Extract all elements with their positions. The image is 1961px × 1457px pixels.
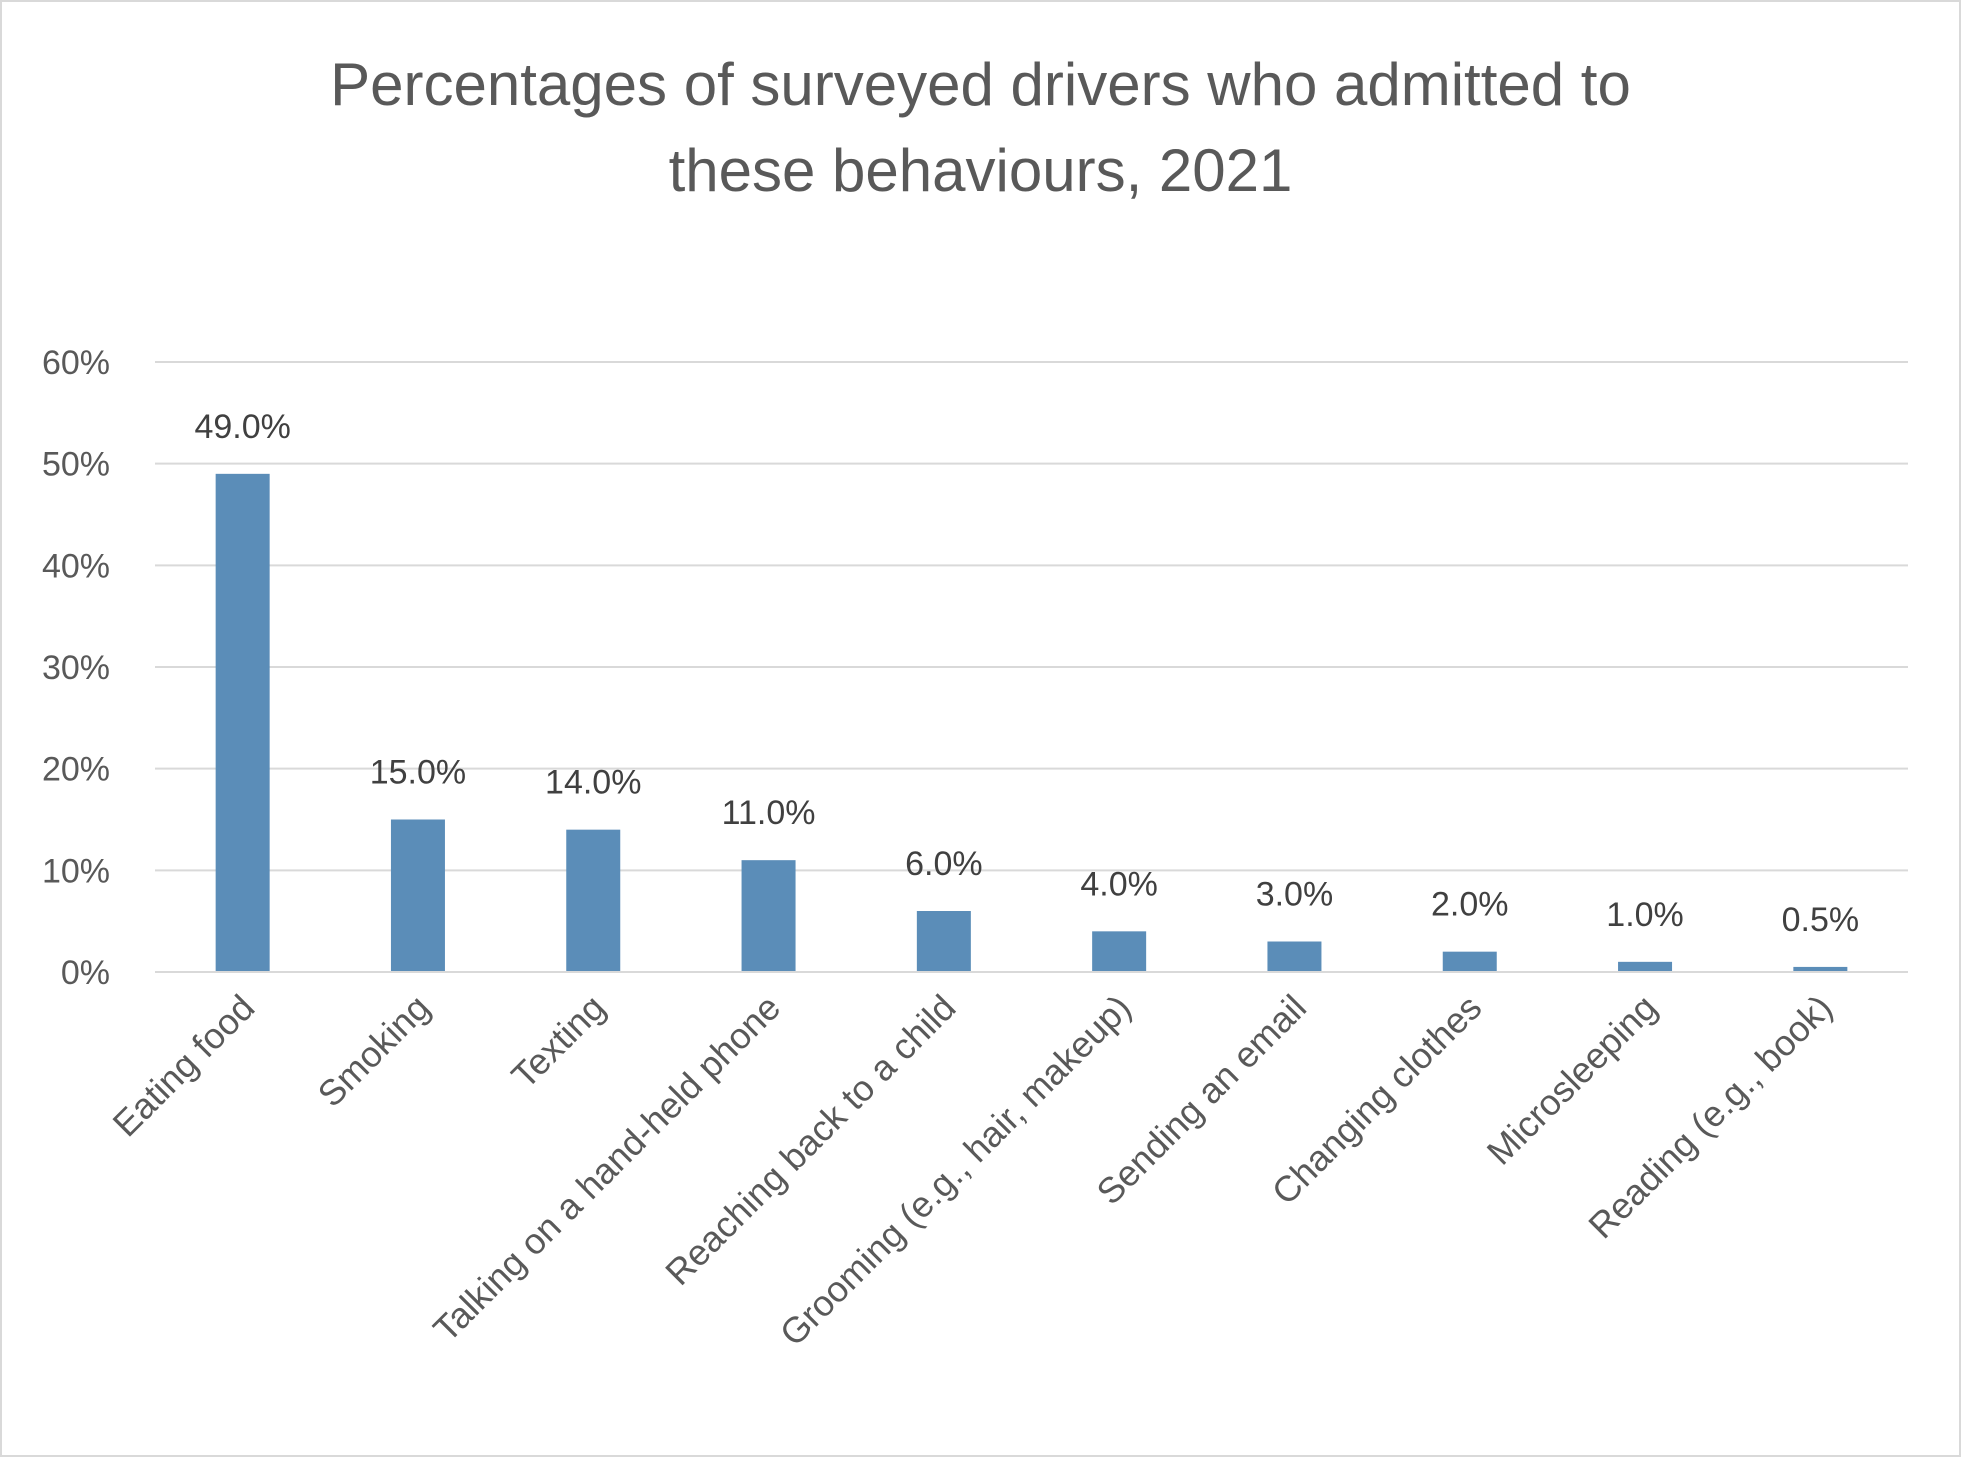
gridlines [155,361,1908,872]
y-tick-label: 20% [42,751,110,789]
data-label: 11.0% [722,794,816,832]
data-label: 0.5% [1782,901,1860,939]
data-label: 4.0% [1080,865,1158,903]
bar [1442,951,1497,972]
y-tick-label: 10% [42,852,110,890]
category-label: Microsleeping [1479,987,1665,1173]
data-label: 49.0% [194,408,290,446]
y-tick-label: 40% [42,547,110,585]
y-tick-label: 50% [42,446,110,484]
y-tick-label: 30% [42,649,110,687]
bar [1793,966,1848,972]
bar [215,473,270,972]
chart-title: Percentages of surveyed drivers who admi… [0,42,1961,214]
data-label: 2.0% [1431,886,1509,924]
bars [215,473,1848,972]
bar [1092,931,1147,972]
chart-title-line-1: Percentages of surveyed drivers who admi… [330,51,1631,118]
bar [741,860,796,972]
bar [1618,961,1673,972]
y-tick-label: 0% [61,954,110,992]
bar [566,829,621,972]
category-label: Grooming (e.g., hair, makeup) [772,987,1139,1354]
data-label: 1.0% [1606,896,1684,934]
bar [1267,941,1322,972]
category-label: Reaching back to a child [657,987,963,1293]
category-label: Smoking [310,987,438,1115]
category-label: Texting [503,987,613,1097]
bar [916,911,971,972]
data-label: 3.0% [1256,876,1334,914]
y-tick-label: 60% [42,344,110,382]
chart-title-line-2: these behaviours, 2021 [668,137,1293,204]
data-label: 15.0% [370,754,466,792]
category-label: Eating food [105,987,263,1145]
bar [390,819,445,972]
data-labels: 49.0% 15.0% 14.0% 11.0% 6.0% 4.0% 3.0% 2.0% 1.0%… [194,408,1859,939]
category-label: Talking on a hand-held phone [425,987,788,1350]
data-label: 14.0% [545,764,641,802]
data-label: 6.0% [905,845,983,883]
y-axis-ticks: 0% 10% 20% 30% 40% 50% 60% [42,344,110,992]
